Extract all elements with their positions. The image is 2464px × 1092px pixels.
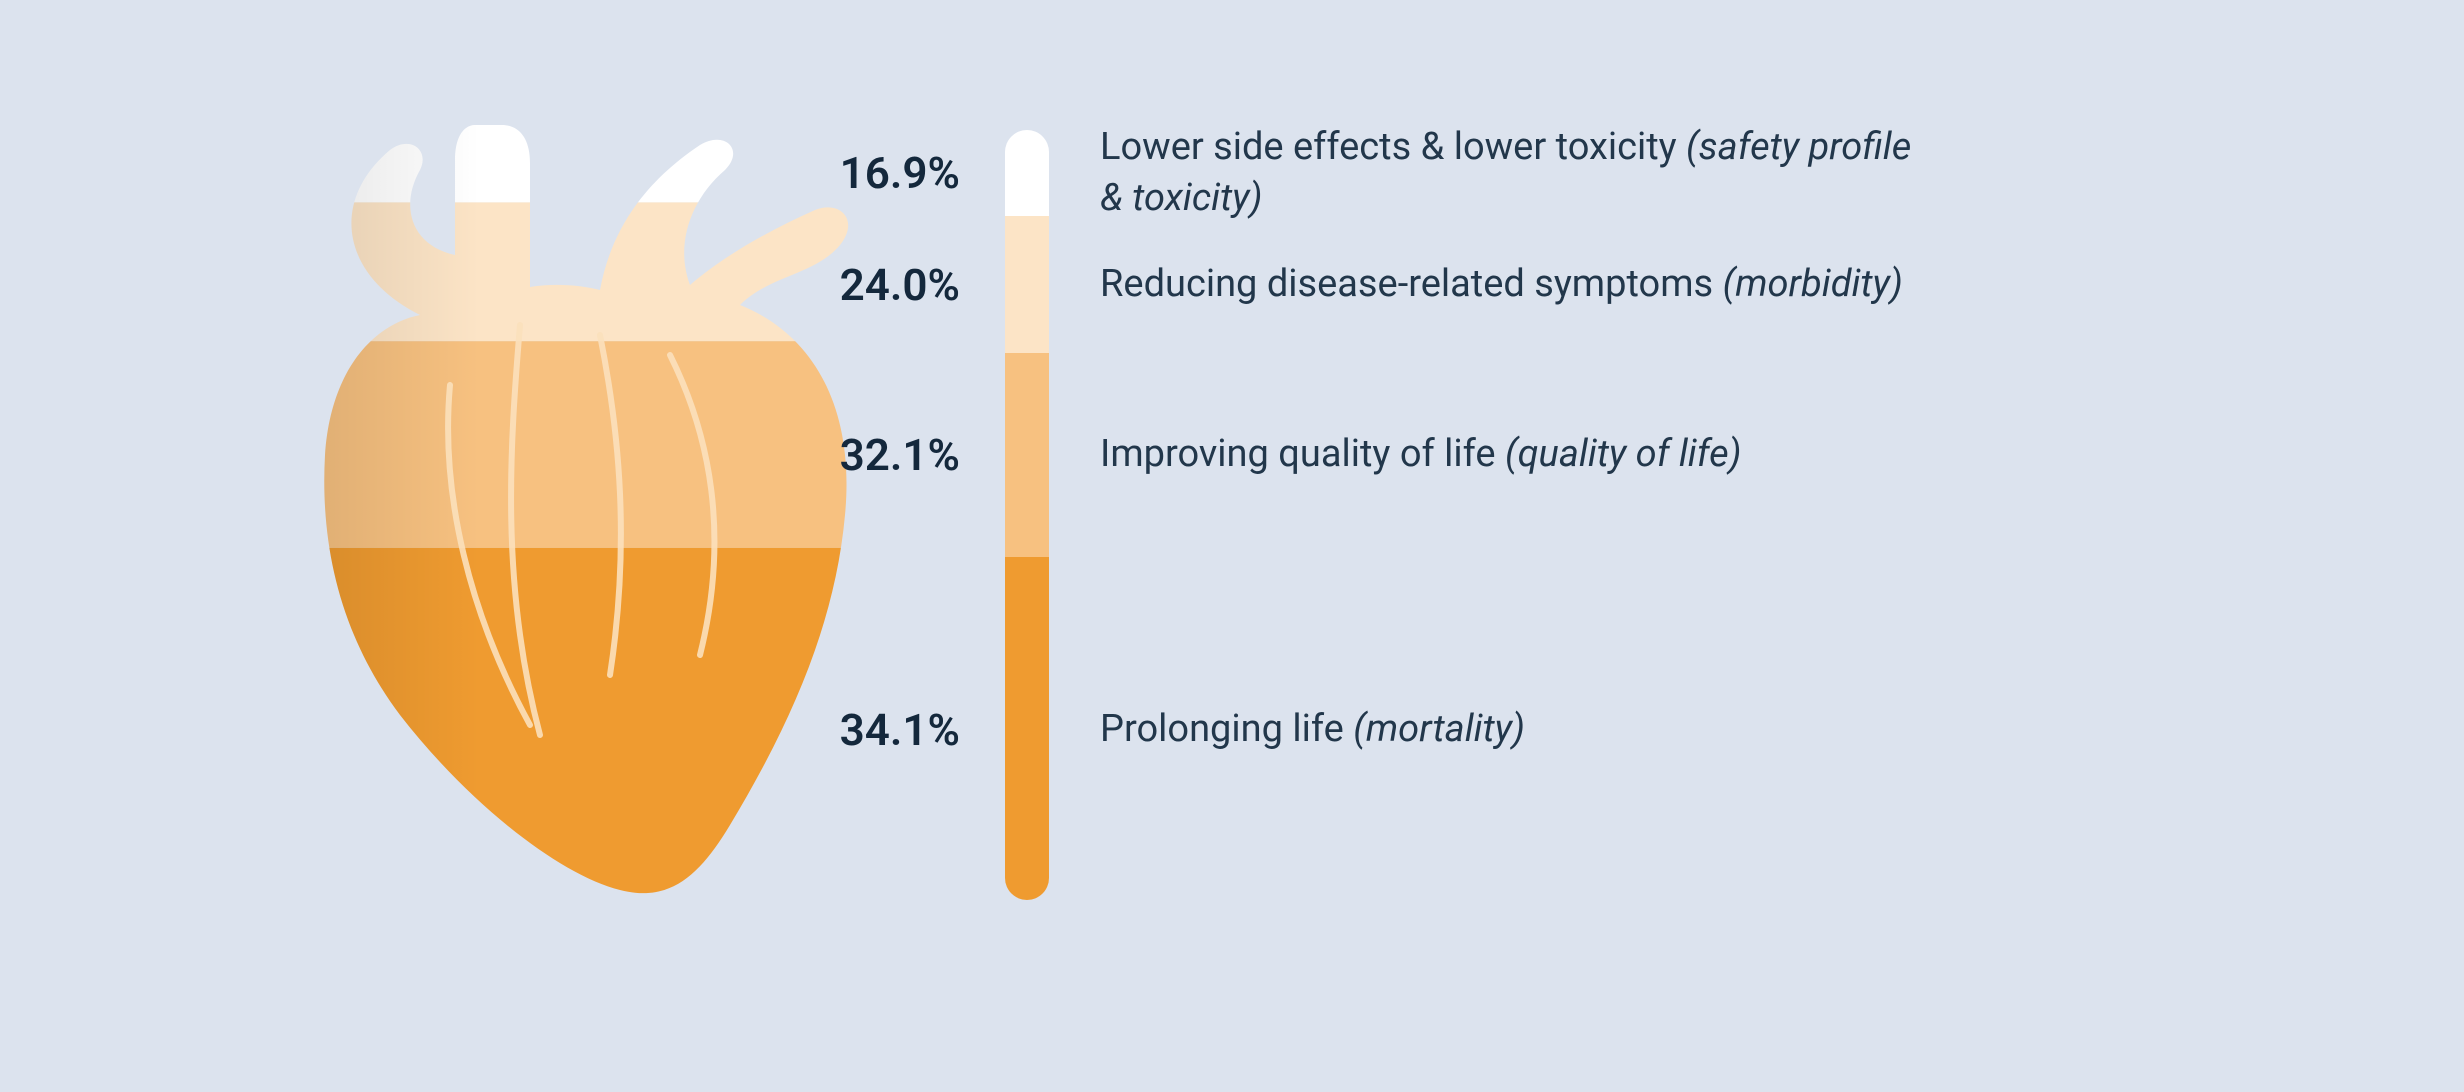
category-label: Lower side effects & lower toxicity (saf…: [1100, 122, 1920, 225]
category-label: Prolonging life (mortality): [1100, 704, 2200, 755]
category-label: Reducing disease-related symptoms (morbi…: [1100, 259, 2200, 310]
percent-value: 24.0%: [840, 259, 960, 311]
label-column: Lower side effects & lower toxicity (saf…: [1100, 0, 2200, 1092]
category-label: Improving quality of life (quality of li…: [1100, 429, 2200, 480]
label-main: Prolonging life: [1100, 707, 1353, 751]
label-sub: (mortality): [1353, 707, 1525, 751]
percent-column: 16.9% 24.0% 32.1% 34.1%: [700, 0, 960, 1092]
label-sub: (quality of life): [1505, 432, 1742, 476]
percent-value: 32.1%: [840, 429, 960, 481]
segment-bar: [1005, 130, 1049, 900]
label-main: Lower side effects & lower toxicity: [1100, 125, 1686, 169]
percent-value: 34.1%: [840, 704, 960, 756]
label-main: Improving quality of life: [1100, 432, 1505, 476]
label-sub: (morbidity): [1723, 262, 1903, 306]
label-main: Reducing disease-related symptoms: [1100, 262, 1723, 306]
infographic-canvas: 16.9% 24.0% 32.1% 34.1% Lower side effec…: [0, 0, 2464, 1092]
percent-value: 16.9%: [840, 147, 960, 199]
